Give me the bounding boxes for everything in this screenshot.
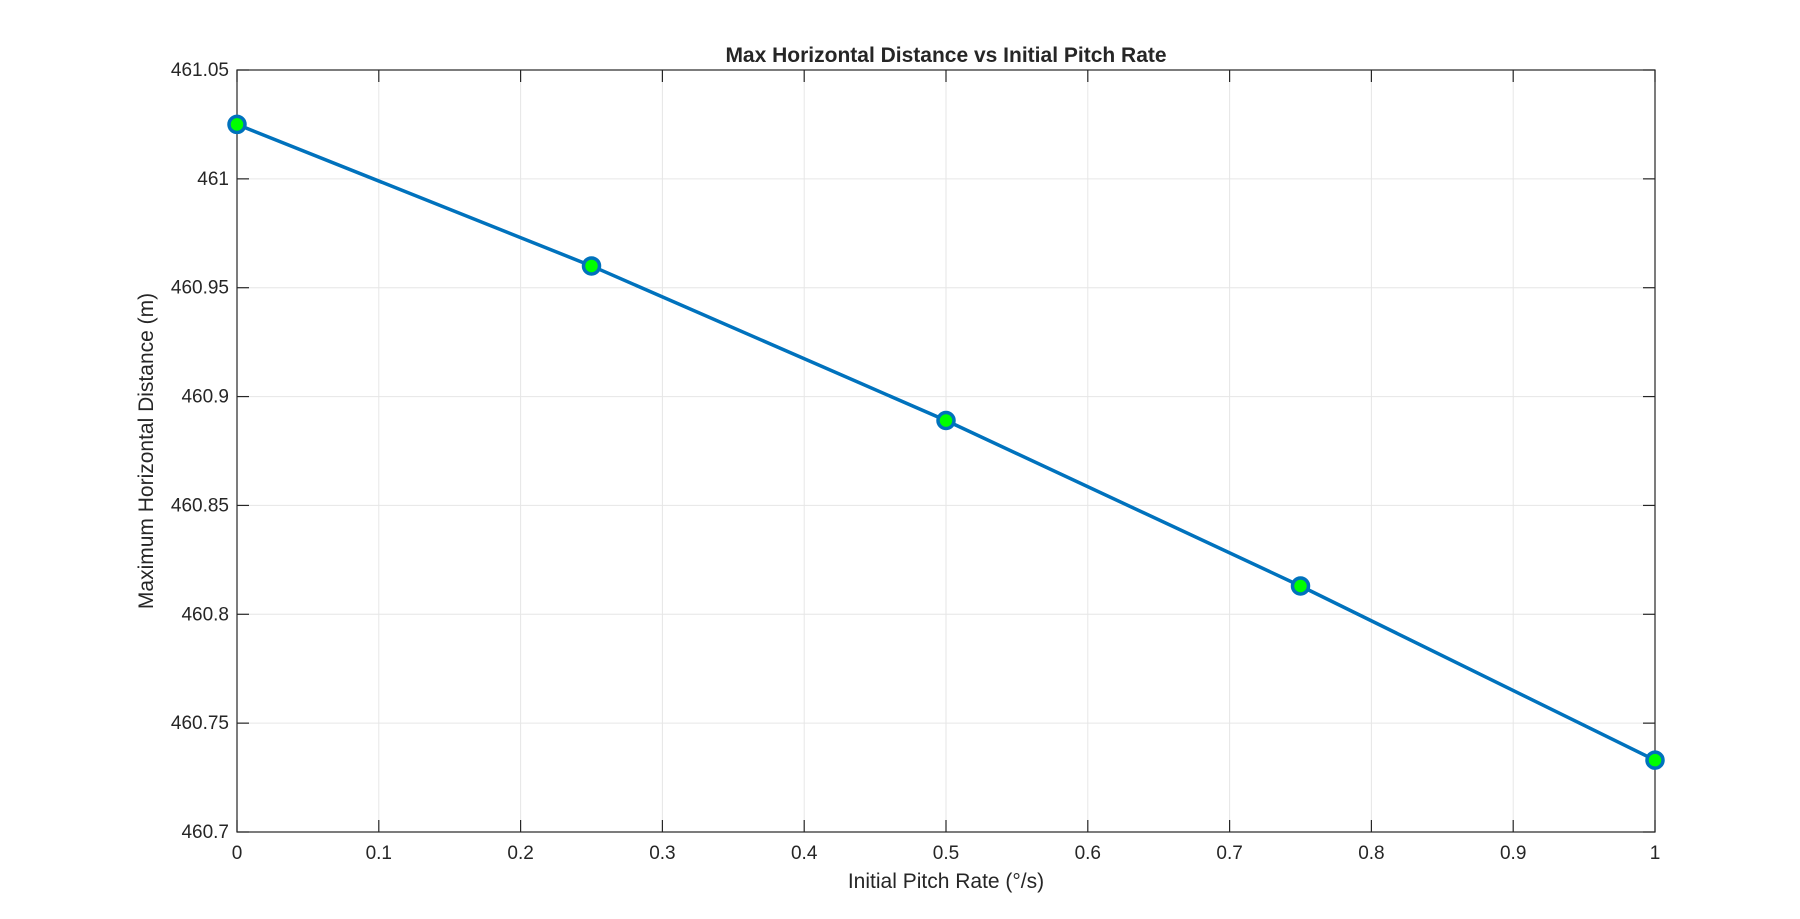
x-tick-label: 0.1 [366, 843, 392, 864]
x-tick-label: 0.9 [1500, 843, 1526, 864]
y-tick-label: 460.9 [181, 387, 229, 408]
x-tick-label: 0.5 [933, 843, 959, 864]
data-point [581, 256, 602, 276]
ticks [236, 69, 1656, 833]
series-group [227, 114, 1665, 770]
data-point [1645, 750, 1665, 770]
y-tick-label: 461 [197, 169, 229, 190]
x-tick-label: 0.8 [1358, 843, 1384, 864]
x-tick-label: 0.6 [1075, 843, 1101, 864]
x-tick-label: 0.2 [507, 843, 533, 864]
y-axis-label: Maximum Horizontal Distance (m) [135, 293, 158, 609]
x-tick-label: 1 [1650, 843, 1661, 864]
y-tick-label: 460.7 [181, 822, 229, 843]
x-tick-label: 0.7 [1216, 843, 1242, 864]
chart-title: Max Horizontal Distance vs Initial Pitch… [725, 44, 1166, 67]
x-axis-label: Initial Pitch Rate (°/s) [848, 870, 1044, 893]
y-tick-label: 461.05 [171, 60, 229, 81]
data-point [227, 114, 247, 135]
x-tick-labels: 0 0.1 0.2 0.3 0.4 0.5 0.6 0.7 0.8 0.9 1 [232, 843, 1661, 864]
data-point [1290, 576, 1311, 596]
x-tick-label: 0.4 [791, 843, 818, 864]
y-tick-label: 460.75 [171, 713, 229, 734]
y-tick-labels: 460.7 460.75 460.8 460.85 460.9 460.95 461 461.… [171, 60, 229, 843]
y-tick-label: 460.95 [171, 278, 229, 299]
y-tick-label: 460.85 [171, 495, 229, 516]
y-tick-label: 460.8 [181, 604, 229, 625]
data-point [936, 410, 956, 431]
x-tick-label: 0 [232, 843, 243, 864]
x-tick-label: 0.3 [649, 843, 675, 864]
